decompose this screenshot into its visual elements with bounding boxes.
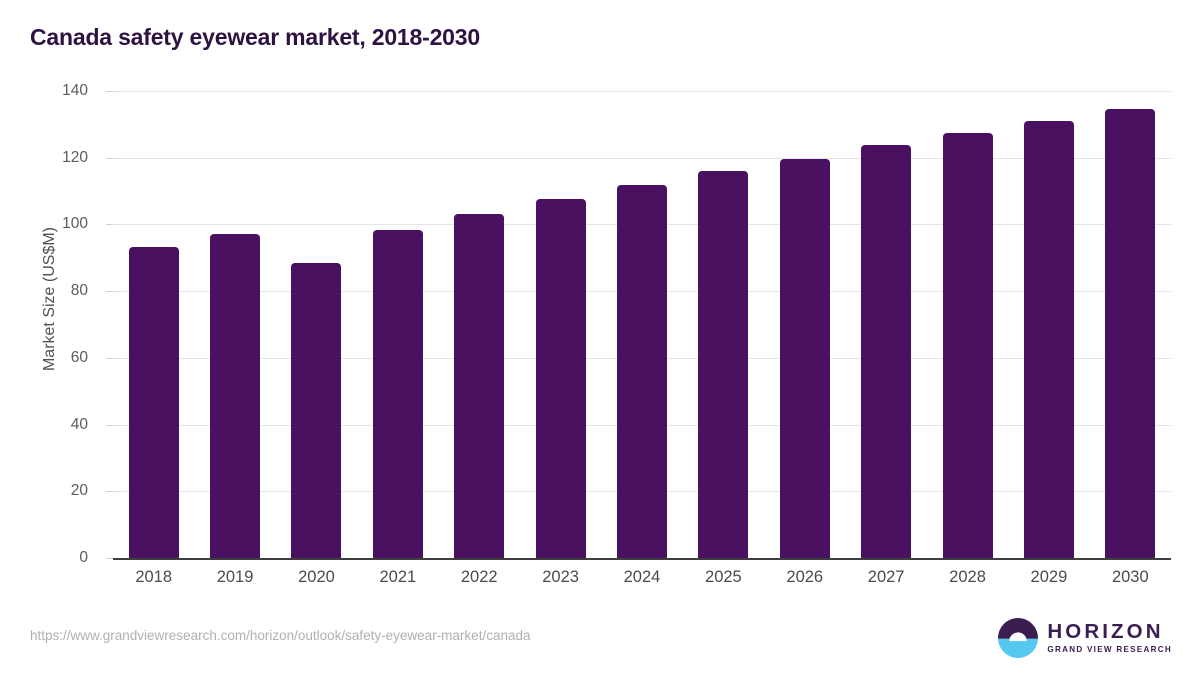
bar[interactable]	[535, 199, 586, 558]
y-axis-tick-label: 100	[62, 215, 88, 233]
y-axis-tick-mark	[106, 224, 113, 225]
bar[interactable]	[372, 230, 423, 558]
bar[interactable]	[779, 158, 830, 558]
gridline	[113, 158, 1171, 159]
x-axis-tick-label: 2026	[786, 568, 824, 586]
gridline	[113, 91, 1171, 92]
y-axis-tick-mark	[106, 425, 113, 426]
bar[interactable]	[861, 145, 912, 558]
bar[interactable]	[454, 214, 505, 558]
x-axis-line	[113, 558, 1171, 560]
x-axis-tick-label: 2029	[1030, 568, 1068, 586]
logo-text: HORIZON GRAND VIEW RESEARCH	[1047, 622, 1172, 654]
x-axis-tick-label: 2024	[623, 568, 661, 586]
bar[interactable]	[128, 246, 179, 558]
bar[interactable]	[210, 233, 261, 558]
y-axis-tick-label: 120	[62, 148, 88, 166]
y-axis-tick-label: 80	[70, 282, 88, 300]
horizon-logo[interactable]: HORIZON GRAND VIEW RESEARCH	[998, 618, 1172, 658]
x-axis-tick-label: 2021	[379, 568, 417, 586]
plot-area	[113, 91, 1171, 558]
y-axis-tick-mark	[106, 91, 113, 92]
x-axis-tick-label: 2027	[867, 568, 905, 586]
logo-tagline: GRAND VIEW RESEARCH	[1047, 644, 1172, 654]
x-axis-tick-label: 2028	[949, 568, 986, 586]
y-axis-tick-label: 140	[62, 82, 88, 99]
bar[interactable]	[1105, 109, 1156, 558]
x-axis-tick-label: 2025	[705, 568, 742, 586]
x-axis-tick-label: 2020	[298, 568, 335, 586]
y-axis-title: Market Size (US$M)	[41, 226, 58, 372]
y-axis-tick-mark	[106, 291, 113, 292]
logo-wordmark: HORIZON	[1047, 620, 1164, 644]
bar[interactable]	[1023, 121, 1074, 558]
x-axis-tick-label: 2023	[542, 568, 579, 586]
bar[interactable]	[291, 262, 342, 558]
y-axis-tick-mark	[106, 491, 113, 492]
source-url[interactable]: https://www.grandviewresearch.com/horizo…	[30, 628, 531, 643]
x-axis-tick-label: 2022	[460, 568, 498, 586]
bar[interactable]	[698, 171, 749, 558]
page-title: Canada safety eyewear market, 2018-2030	[30, 24, 480, 50]
y-axis-tick-label: 60	[70, 348, 88, 366]
x-axis-tick-label: 2018	[135, 568, 173, 586]
x-axis-tick-label: 2019	[216, 568, 254, 586]
y-axis-tick-mark	[106, 158, 113, 159]
y-axis-tick-label: 40	[70, 415, 88, 433]
y-axis-tick-mark	[106, 558, 113, 559]
y-axis-tick-label: 20	[70, 482, 88, 500]
bar-chart: Market Size (US$M) 0 20 40 60 80 100 120 140 20…	[41, 82, 1171, 586]
y-axis-tick-mark	[106, 358, 113, 359]
horizon-sunrise-icon	[998, 618, 1039, 658]
bar[interactable]	[617, 185, 667, 558]
y-axis-tick-label: 0	[79, 549, 88, 566]
x-axis-tick-label: 2030	[1111, 568, 1149, 586]
bar[interactable]	[942, 133, 993, 558]
